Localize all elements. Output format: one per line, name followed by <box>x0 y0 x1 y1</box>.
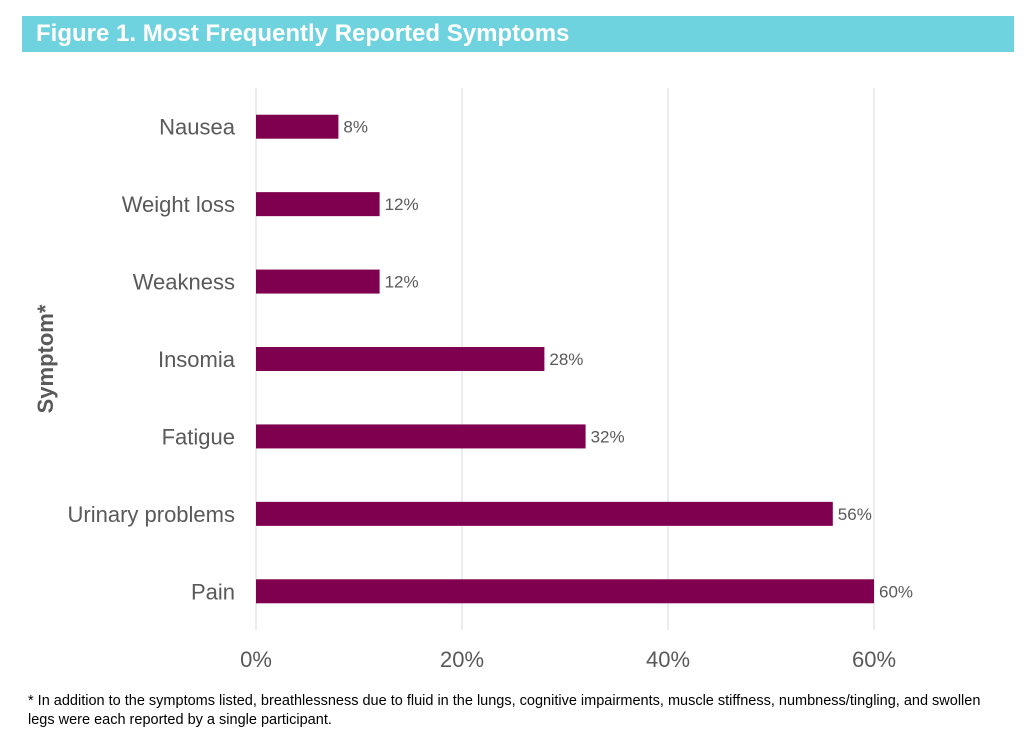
category-label-3: Insomia <box>158 347 236 372</box>
x-tick-label-3: 60% <box>852 647 896 672</box>
category-label-0: Nausea <box>159 115 236 140</box>
x-tick-label-0: 0% <box>240 647 272 672</box>
figure-title: Figure 1. Most Frequently Reported Sympt… <box>36 20 570 47</box>
category-label-2: Weakness <box>133 270 235 295</box>
data-label-1: 12% <box>385 195 419 214</box>
x-tick-label-1: 20% <box>440 647 484 672</box>
data-label-0: 8% <box>343 118 368 137</box>
category-label-6: Pain <box>191 579 235 604</box>
bar-4 <box>256 424 586 449</box>
category-label-4: Fatigue <box>162 424 235 449</box>
category-label-1: Weight loss <box>122 192 235 217</box>
bar-6 <box>256 579 874 604</box>
data-label-2: 12% <box>385 273 419 292</box>
data-label-4: 32% <box>591 427 625 446</box>
bar-3 <box>256 347 545 371</box>
figure-title-bar: Figure 1. Most Frequently Reported Sympt… <box>22 16 1014 52</box>
y-axis-title: Symptom* <box>33 304 58 413</box>
data-label-5: 56% <box>838 505 872 524</box>
data-label-3: 28% <box>549 350 583 369</box>
x-tick-label-2: 40% <box>646 647 690 672</box>
category-label-5: Urinary problems <box>68 502 236 527</box>
bar-0 <box>256 114 339 139</box>
bar-5 <box>256 501 833 526</box>
footnote: * In addition to the symptoms listed, br… <box>28 693 981 728</box>
bar-2 <box>256 269 380 294</box>
bar-1 <box>256 192 380 217</box>
data-label-6: 60% <box>879 582 913 601</box>
